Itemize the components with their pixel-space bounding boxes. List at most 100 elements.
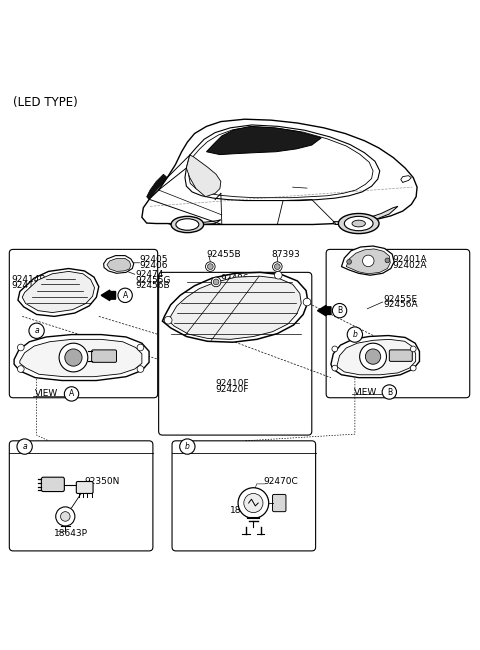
Text: VIEW: VIEW	[354, 387, 377, 396]
Circle shape	[211, 277, 221, 287]
Circle shape	[205, 262, 215, 272]
Ellipse shape	[352, 220, 365, 227]
Circle shape	[275, 264, 280, 270]
Text: 92455B: 92455B	[206, 250, 241, 259]
Text: 92410F: 92410F	[215, 379, 249, 388]
Circle shape	[238, 488, 269, 518]
Circle shape	[275, 272, 282, 279]
Circle shape	[347, 259, 351, 264]
Polygon shape	[168, 220, 221, 224]
Ellipse shape	[344, 216, 373, 231]
Polygon shape	[341, 246, 394, 275]
Text: 92405: 92405	[140, 255, 168, 265]
Text: 92420F: 92420F	[215, 385, 249, 394]
Circle shape	[244, 493, 263, 513]
Circle shape	[410, 365, 416, 371]
Circle shape	[60, 512, 70, 521]
Circle shape	[273, 262, 282, 272]
Text: 92401A: 92401A	[392, 255, 427, 265]
Text: 92414B: 92414B	[11, 275, 46, 284]
Text: A: A	[69, 389, 74, 398]
Polygon shape	[401, 176, 411, 183]
FancyBboxPatch shape	[389, 350, 412, 361]
Circle shape	[332, 304, 347, 318]
Polygon shape	[185, 125, 380, 201]
Text: B: B	[337, 306, 342, 315]
Text: a: a	[22, 442, 27, 451]
Text: 92413B: 92413B	[11, 281, 46, 290]
Polygon shape	[333, 206, 398, 224]
Polygon shape	[142, 119, 417, 224]
Polygon shape	[189, 127, 373, 198]
Text: 92455E: 92455E	[384, 294, 418, 304]
FancyBboxPatch shape	[76, 482, 93, 493]
Text: A: A	[122, 291, 128, 300]
Circle shape	[17, 344, 24, 351]
Text: 18644F: 18644F	[230, 506, 264, 515]
Polygon shape	[331, 335, 420, 378]
Text: 92470C: 92470C	[263, 478, 298, 486]
Circle shape	[410, 346, 416, 352]
Polygon shape	[186, 155, 221, 197]
Circle shape	[365, 349, 381, 364]
Polygon shape	[346, 249, 390, 274]
FancyBboxPatch shape	[273, 495, 286, 512]
Circle shape	[17, 366, 24, 372]
Circle shape	[17, 439, 32, 454]
Circle shape	[360, 343, 386, 370]
Ellipse shape	[171, 216, 204, 233]
Text: 92474: 92474	[136, 270, 164, 279]
Polygon shape	[337, 339, 416, 375]
FancyArrow shape	[101, 290, 116, 300]
Polygon shape	[104, 255, 134, 273]
Circle shape	[303, 298, 311, 306]
Circle shape	[64, 387, 79, 401]
Text: b: b	[185, 442, 190, 451]
Text: 92456A: 92456A	[384, 300, 418, 309]
Text: b: b	[352, 330, 357, 339]
Text: (LED TYPE): (LED TYPE)	[12, 96, 77, 109]
Circle shape	[118, 288, 132, 302]
Circle shape	[347, 327, 362, 343]
Text: 18643P: 18643P	[54, 528, 88, 538]
Circle shape	[362, 255, 374, 266]
Circle shape	[213, 279, 219, 285]
FancyBboxPatch shape	[41, 477, 64, 491]
Text: 92455G: 92455G	[136, 276, 171, 285]
Polygon shape	[22, 272, 95, 313]
FancyBboxPatch shape	[92, 350, 117, 362]
Circle shape	[65, 349, 82, 366]
Polygon shape	[20, 339, 142, 377]
Polygon shape	[18, 268, 99, 317]
Ellipse shape	[176, 219, 199, 230]
Text: 92406: 92406	[140, 261, 168, 270]
Circle shape	[180, 439, 195, 454]
Circle shape	[207, 264, 213, 270]
Polygon shape	[162, 272, 308, 343]
Text: 87393: 87393	[271, 250, 300, 259]
FancyArrow shape	[318, 306, 331, 316]
Polygon shape	[206, 126, 322, 155]
Polygon shape	[147, 174, 167, 200]
Circle shape	[29, 323, 44, 339]
Text: 92456B: 92456B	[136, 281, 170, 290]
Text: 92350N: 92350N	[84, 478, 120, 486]
Polygon shape	[14, 335, 149, 380]
Text: 92486: 92486	[220, 274, 248, 283]
Circle shape	[385, 258, 390, 263]
Circle shape	[137, 366, 144, 372]
Circle shape	[164, 317, 172, 324]
Circle shape	[382, 385, 396, 399]
Text: B: B	[387, 387, 392, 396]
Text: a: a	[34, 326, 39, 335]
Polygon shape	[168, 276, 301, 339]
Circle shape	[332, 365, 337, 371]
Text: VIEW: VIEW	[35, 389, 58, 398]
Ellipse shape	[338, 213, 379, 233]
Circle shape	[59, 343, 88, 372]
Circle shape	[56, 507, 75, 526]
Text: 92402A: 92402A	[392, 261, 427, 270]
Polygon shape	[107, 259, 131, 272]
Circle shape	[332, 346, 337, 352]
Circle shape	[137, 344, 144, 351]
